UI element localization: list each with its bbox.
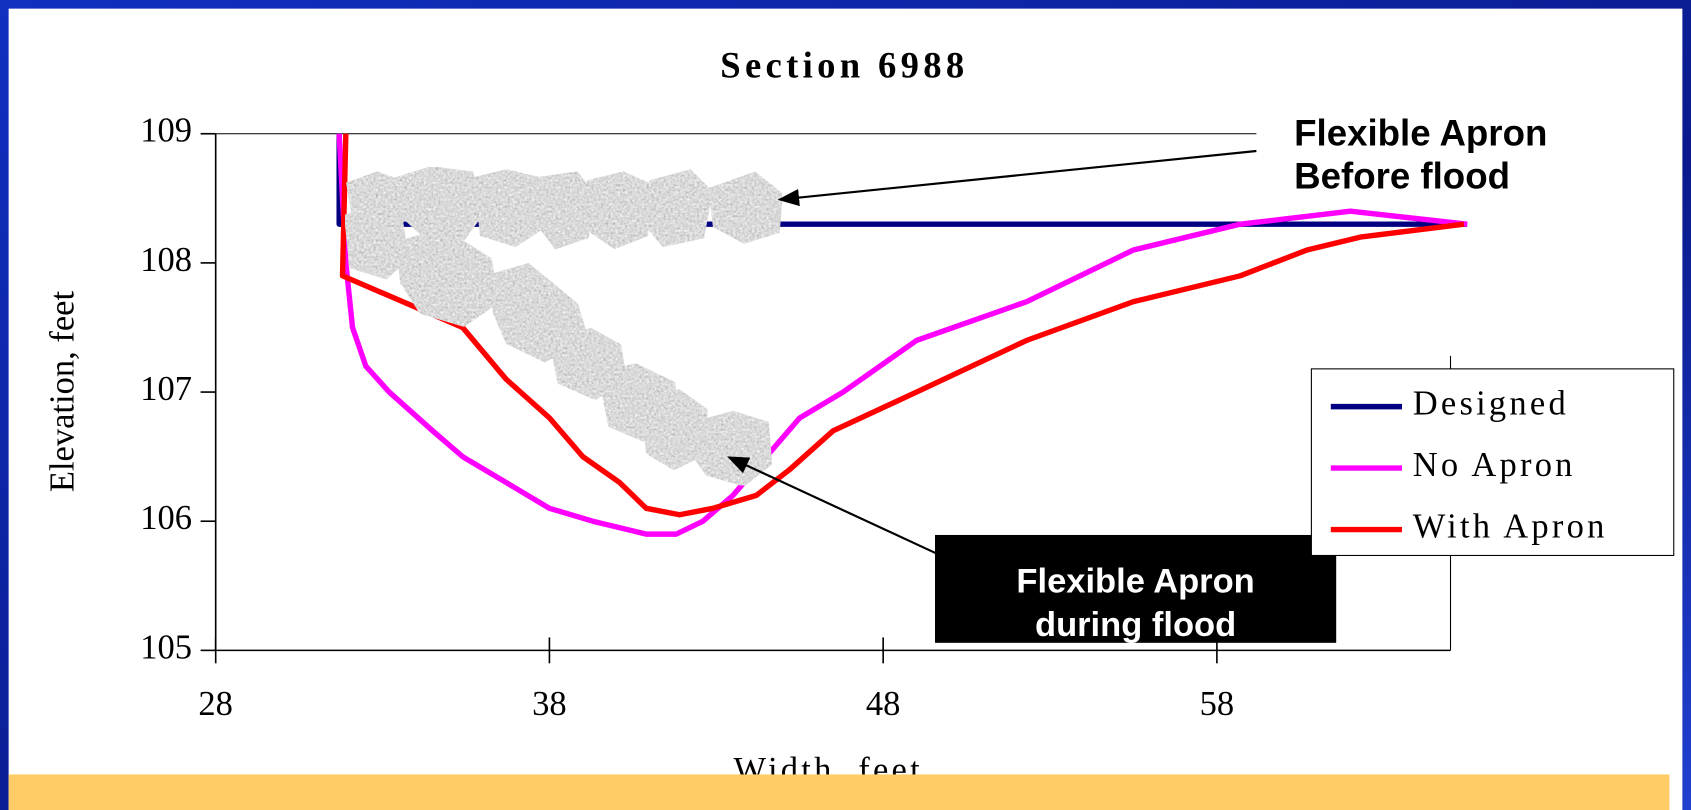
x-tick-label: 58	[1200, 685, 1234, 723]
annotation: Before flood	[1294, 156, 1510, 197]
legend: Designed No Apron With Apron	[1311, 369, 1673, 556]
x-tick-label: 38	[532, 685, 566, 723]
y-tick-label: 106	[140, 499, 192, 537]
legend-label: No Apron	[1413, 446, 1576, 484]
caption-box	[9, 774, 1670, 810]
x-tick-label: 48	[866, 685, 900, 723]
chart-title: Section 6988	[720, 45, 968, 86]
legend-label: Designed	[1413, 385, 1569, 423]
legend-label: With Apron	[1413, 507, 1608, 545]
y-tick-label: 107	[140, 370, 192, 408]
annotation: during flood	[1035, 606, 1236, 644]
page: {"chart_data": {"type": "line", "title":…	[0, 0, 1691, 810]
y-axis-label: Elevation, feet	[43, 291, 81, 493]
chart: Section 6988 Width, feet Elevation, feet…	[0, 0, 1691, 810]
annotation: Flexible Apron	[1294, 113, 1547, 154]
y-tick-label: 109	[140, 112, 192, 150]
annotation: Flexible Apron	[1016, 563, 1254, 601]
y-tick-label: 105	[140, 628, 192, 666]
x-tick-label: 28	[198, 685, 232, 723]
y-tick-label: 108	[140, 241, 192, 279]
